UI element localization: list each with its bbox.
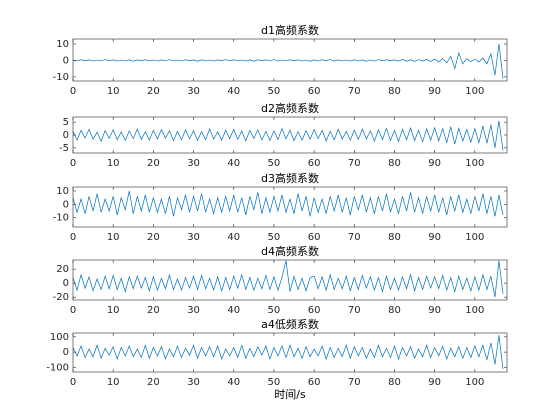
y-tick-label: -10 [53, 72, 69, 83]
x-tick-label: 40 [227, 158, 240, 169]
x-tick-label: 30 [187, 158, 200, 169]
x-tick-label: 30 [187, 232, 200, 243]
x-tick-label: 60 [308, 232, 321, 243]
x-tick-label: 30 [187, 305, 200, 316]
x-tick-label: 80 [388, 377, 401, 388]
x-tick-label: 80 [388, 232, 401, 243]
axes-background [73, 117, 507, 153]
x-tick-label: 90 [428, 86, 441, 97]
x-tick-label: 60 [308, 86, 321, 97]
subplot-title: d4高频系数 [261, 244, 319, 258]
signal-line [73, 43, 504, 79]
y-tick-label: 0 [63, 347, 69, 358]
x-tick-label: 70 [348, 158, 361, 169]
y-tick-label: 0 [63, 199, 69, 210]
x-tick-label: 0 [70, 86, 76, 97]
x-tick-label: 70 [348, 232, 361, 243]
x-tick-label: 20 [147, 158, 160, 169]
x-axis-label: 时间/s [274, 388, 306, 401]
x-tick-label: 50 [268, 158, 281, 169]
x-tick-label: 90 [428, 305, 441, 316]
x-tick-label: 40 [227, 305, 240, 316]
signal-line [73, 190, 504, 217]
x-tick-label: 40 [227, 232, 240, 243]
x-tick-label: 100 [465, 232, 484, 243]
y-tick-label: 0 [63, 278, 69, 289]
x-tick-label: 70 [348, 305, 361, 316]
x-tick-label: 90 [428, 232, 441, 243]
y-tick-label: -20 [53, 292, 69, 303]
x-tick-label: 0 [70, 158, 76, 169]
axes-background [73, 333, 507, 372]
x-tick-label: 30 [187, 86, 200, 97]
y-tick-label: -100 [46, 362, 69, 373]
x-tick-label: 60 [308, 158, 321, 169]
x-tick-label: 50 [268, 86, 281, 97]
x-tick-label: 10 [107, 305, 120, 316]
x-tick-label: 50 [268, 377, 281, 388]
x-tick-label: 60 [308, 305, 321, 316]
x-tick-label: 90 [428, 377, 441, 388]
x-tick-label: 100 [465, 305, 484, 316]
x-tick-label: 100 [465, 158, 484, 169]
subplot-title: a4低频系数 [261, 317, 319, 331]
axes-box [72, 332, 508, 373]
signal-line [73, 120, 504, 151]
y-tick-label: -10 [53, 213, 69, 224]
x-tick-label: 30 [187, 377, 200, 388]
x-tick-label: 10 [107, 377, 120, 388]
signal-line [73, 260, 504, 298]
y-tick-label: 20 [56, 264, 69, 275]
x-tick-label: 20 [147, 305, 160, 316]
x-tick-label: 50 [268, 305, 281, 316]
x-tick-label: 20 [147, 232, 160, 243]
x-tick-label: 100 [465, 86, 484, 97]
x-tick-label: 60 [308, 377, 321, 388]
y-tick-label: 0 [63, 130, 69, 141]
signal-line [73, 335, 504, 369]
y-tick-label: 0 [63, 55, 69, 66]
x-tick-label: 20 [147, 86, 160, 97]
y-tick-label: 10 [56, 39, 69, 50]
axes-box [72, 186, 508, 228]
subplot-title: d3高频系数 [261, 171, 319, 185]
x-tick-label: 0 [70, 232, 76, 243]
axes-background [73, 187, 507, 227]
x-tick-label: 10 [107, 158, 120, 169]
axes-background [73, 260, 507, 300]
subplot-title: d1高频系数 [261, 23, 319, 37]
x-tick-label: 80 [388, 158, 401, 169]
x-tick-label: 80 [388, 305, 401, 316]
axes-box [72, 259, 508, 301]
y-tick-label: 5 [63, 117, 69, 128]
x-tick-label: 0 [70, 377, 76, 388]
x-tick-label: 40 [227, 86, 240, 97]
x-tick-label: 100 [465, 377, 484, 388]
x-tick-label: 40 [227, 377, 240, 388]
x-tick-label: 0 [70, 305, 76, 316]
x-tick-label: 10 [107, 232, 120, 243]
subplot-title: d2高频系数 [261, 101, 319, 115]
x-tick-label: 80 [388, 86, 401, 97]
x-tick-label: 90 [428, 158, 441, 169]
x-tick-label: 50 [268, 232, 281, 243]
x-tick-label: 10 [107, 86, 120, 97]
x-tick-label: 70 [348, 86, 361, 97]
y-tick-label: -5 [59, 143, 69, 154]
x-tick-label: 20 [147, 377, 160, 388]
x-tick-label: 70 [348, 377, 361, 388]
axes-box [72, 38, 508, 82]
y-tick-label: 10 [56, 186, 69, 197]
y-tick-label: 100 [50, 332, 69, 343]
